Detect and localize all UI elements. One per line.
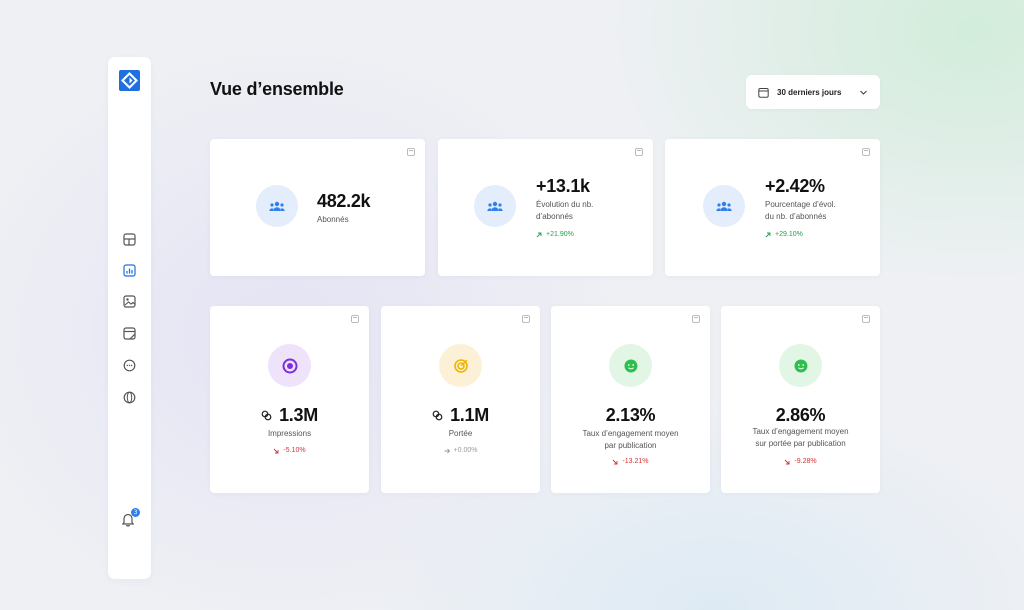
users-icon (487, 201, 503, 211)
arrow-up-right-icon (765, 232, 771, 237)
arrow-down-right-icon (613, 459, 618, 464)
info-icon[interactable] (862, 315, 870, 323)
impressions-label-line-1: Impressions (267, 429, 312, 438)
growth-percent-change: +29.10% (765, 231, 836, 238)
card-impressions: 1.3M Impressions -5.10% (210, 306, 369, 493)
growth-change: +21.90% (536, 231, 593, 238)
card-subscribers-growth-percent: +2.42% Pourcentage d’évol. du nb. d’abon… (665, 139, 880, 276)
growth-percent-label: Pourcentage d’évol. du nb. d’abonnés (765, 199, 836, 223)
engagement-reach-value-row: 2.86% (721, 405, 880, 426)
growth-percent-value: +2.42% (765, 176, 825, 196)
growth-change-value: +21.90% (546, 231, 574, 238)
calendar-icon (758, 87, 769, 98)
subscribers-label: Abonnés (317, 215, 349, 224)
growth-label-line-2: d’abonnés (536, 212, 573, 221)
engagement-value: 2.13% (605, 405, 656, 425)
engagement-label-line-1: Taux d’engagement moyen (582, 429, 679, 438)
impressions-change: -5.10% (210, 447, 369, 454)
arrow-right-icon (444, 448, 450, 453)
chat-icon (123, 359, 136, 372)
engagement-reach-value: 2.86% (775, 405, 826, 425)
reach-label-line-1: Portée (448, 429, 473, 438)
engagement-label: Taux d’engagement moyen par publication (565, 428, 696, 452)
nav-item-statistics[interactable] (121, 262, 138, 279)
card-reach: 1.1M Portée +0.00% (381, 306, 540, 493)
impressions-icon-wrap (268, 344, 311, 387)
impressions-change-value: -5.10% (283, 447, 306, 454)
nav-item-layout[interactable] (121, 231, 138, 248)
engagement-reach-change-value: -9.28% (794, 458, 817, 465)
info-icon[interactable] (407, 148, 415, 156)
engagement-label-line-2: par publication (604, 441, 657, 450)
info-icon[interactable] (351, 315, 359, 323)
engagement-reach-label-line-2: sur portée par publication (755, 439, 846, 448)
notification-badge: 3 (131, 508, 140, 517)
users-icon (716, 201, 732, 211)
engagement-change: -13.21% (551, 458, 710, 465)
eye-target-icon (282, 358, 297, 373)
impressions-label: Impressions (224, 428, 355, 440)
calendar-card-icon (123, 327, 136, 340)
info-icon[interactable] (862, 148, 870, 156)
card-subscribers-growth: +13.1k Évolution du nb. d’abonnés +21.90… (438, 139, 653, 276)
users-icon-wrap (256, 185, 298, 227)
reach-label: Portée (395, 428, 526, 440)
bell-icon (122, 513, 134, 527)
nav-item-messages[interactable] (121, 357, 138, 374)
engagement-reach-label: Taux d’engagement moyen sur portée par p… (735, 426, 866, 450)
growth-percent-change-value: +29.10% (775, 231, 803, 238)
reach-value-row: 1.1M (381, 405, 540, 426)
reach-change-value: +0.00% (453, 447, 478, 454)
link-icon (432, 410, 443, 421)
engagement-reach-change: -9.28% (721, 458, 880, 465)
users-icon-wrap (703, 185, 745, 227)
card-engagement: 2.13% Taux d’engagement moyen par public… (551, 306, 710, 493)
engagement-reach-icon-wrap (779, 344, 822, 387)
date-range-select[interactable]: 30 derniers jours (746, 75, 880, 109)
layout-icon (123, 233, 136, 246)
reach-value: 1.1M (450, 405, 489, 425)
info-icon[interactable] (635, 148, 643, 156)
page-title: Vue d’ensemble (210, 79, 344, 99)
engagement-icon-wrap (609, 344, 652, 387)
nav-item-listening[interactable] (121, 389, 138, 406)
growth-percent-label-line-1: Pourcentage d’évol. (765, 200, 836, 209)
users-icon (269, 201, 285, 211)
growth-label: Évolution du nb. d’abonnés (536, 199, 593, 223)
arrow-down-right-icon (274, 448, 279, 453)
globe-icon (123, 391, 136, 404)
arrow-down-right-icon (785, 459, 790, 464)
users-icon-wrap (474, 185, 516, 227)
reach-change: +0.00% (381, 447, 540, 454)
target-icon (453, 358, 468, 373)
info-icon[interactable] (692, 315, 700, 323)
bar-chart-icon (123, 264, 136, 277)
sidebar: 3 (108, 57, 151, 579)
card-engagement-reach: 2.86% Taux d’engagement moyen sur portée… (721, 306, 880, 493)
impressions-value: 1.3M (279, 405, 318, 425)
notifications-button[interactable]: 3 (121, 508, 140, 529)
smiley-icon (623, 359, 637, 372)
engagement-reach-label-line-1: Taux d’engagement moyen (752, 427, 849, 436)
arrow-up-right-icon (536, 232, 542, 237)
nav-item-media[interactable] (121, 293, 138, 310)
engagement-change-value: -13.21% (622, 458, 649, 465)
link-icon (261, 410, 272, 421)
impressions-value-row: 1.3M (210, 405, 369, 426)
chevron-down-icon (860, 90, 867, 95)
growth-label-line-1: Évolution du nb. (536, 200, 594, 209)
date-range-value: 30 derniers jours (777, 87, 842, 97)
reach-icon-wrap (439, 344, 482, 387)
engagement-value-row: 2.13% (551, 405, 710, 426)
nav-item-planning[interactable] (121, 325, 138, 342)
smiley-icon (793, 359, 807, 372)
growth-percent-label-line-2: du nb. d’abonnés (765, 212, 827, 221)
app-logo[interactable] (119, 70, 140, 91)
image-icon (123, 295, 136, 308)
info-icon[interactable] (522, 315, 530, 323)
card-subscribers: 482.2k Abonnés (210, 139, 425, 276)
growth-value: +13.1k (536, 176, 590, 196)
subscribers-value: 482.2k (317, 191, 371, 211)
